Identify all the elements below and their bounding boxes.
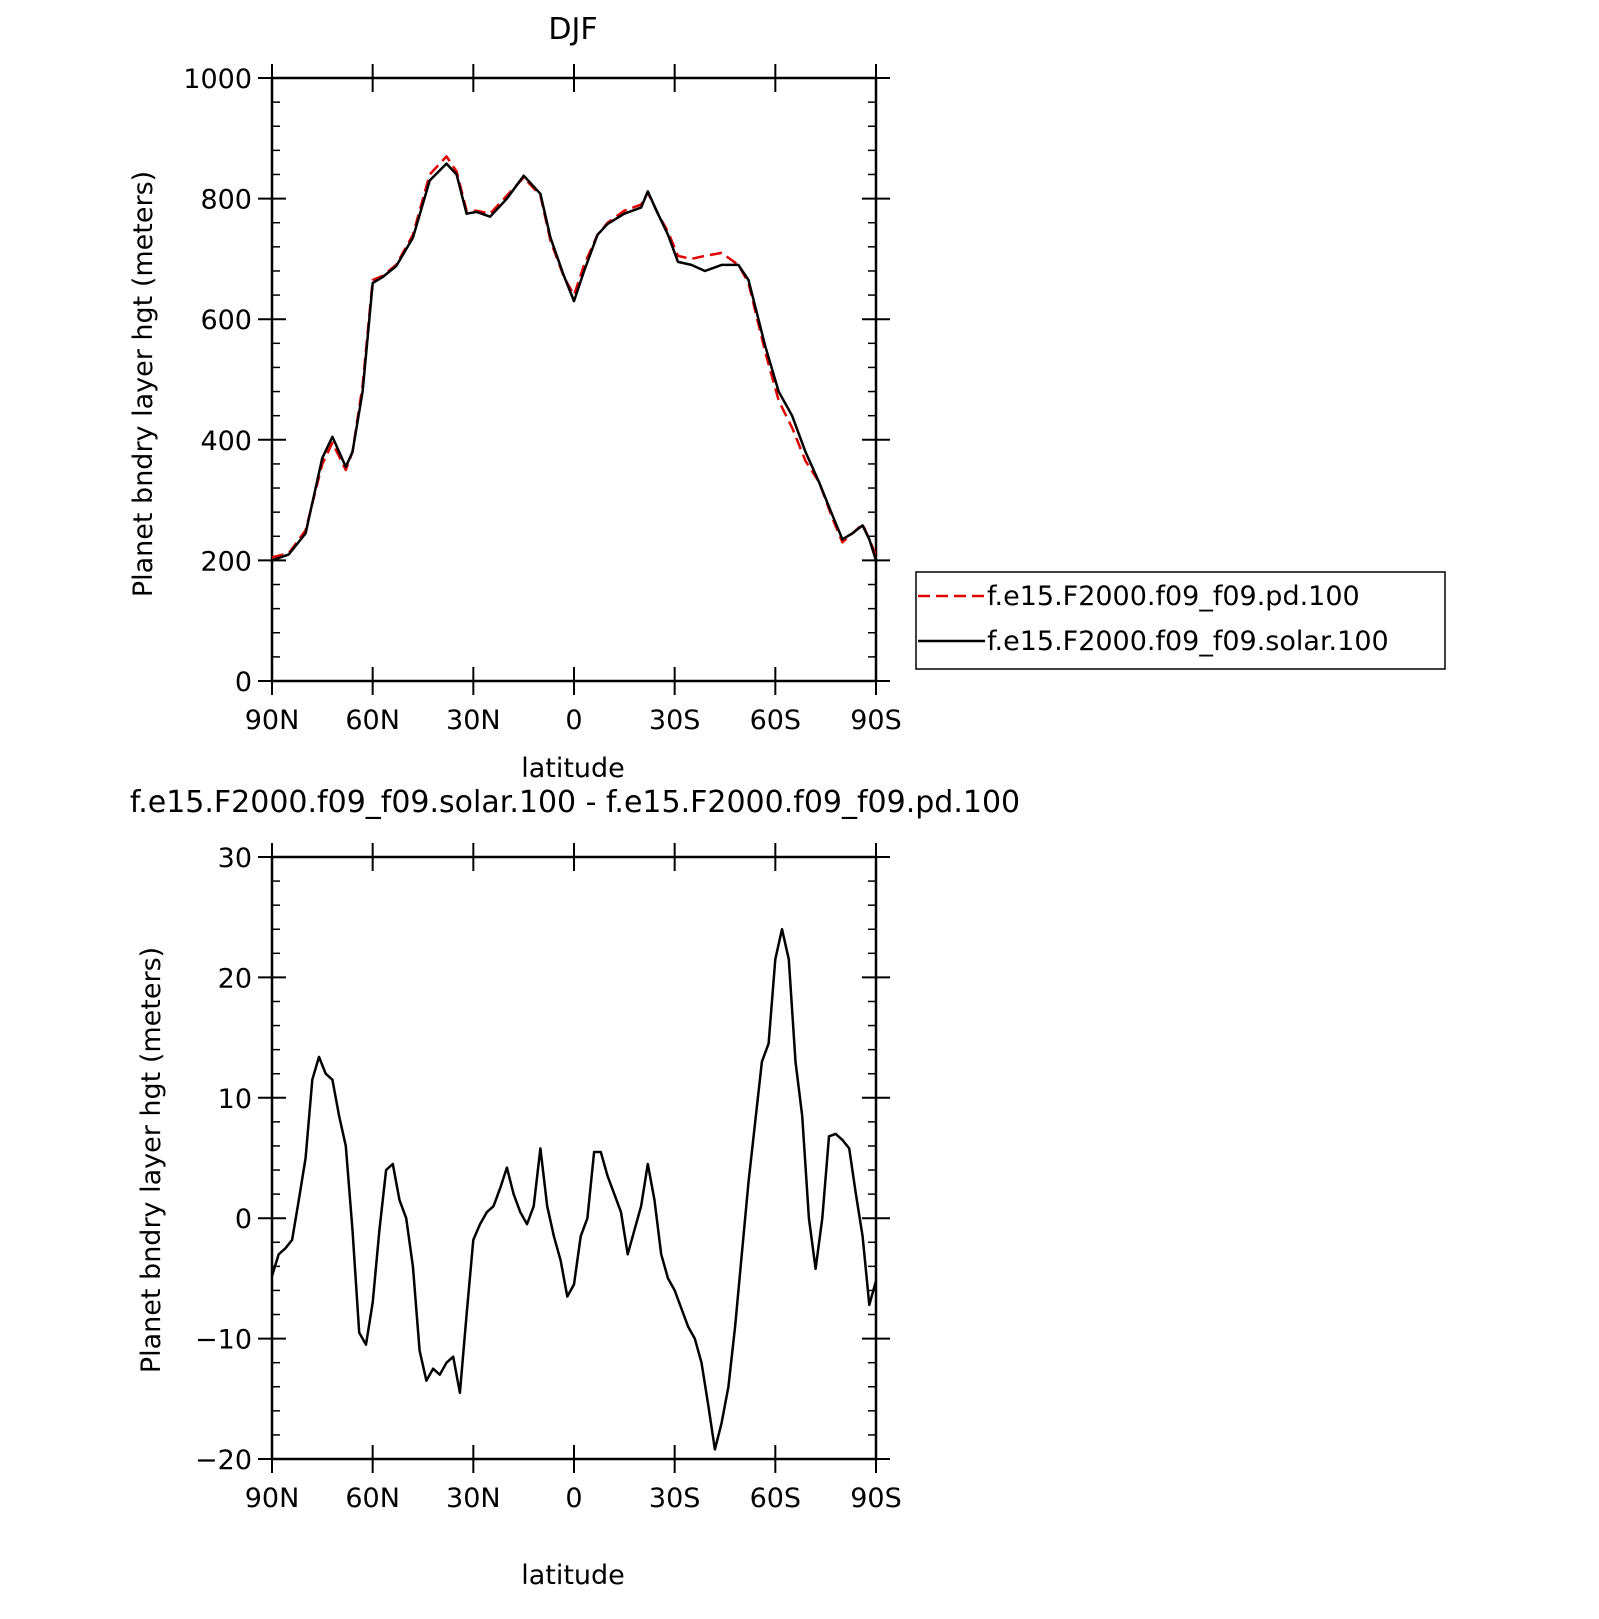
- y-tick-label: 400: [200, 426, 252, 457]
- series-line-0: [270, 927, 878, 1451]
- x-tick-label: 90S: [850, 1483, 902, 1514]
- y-tick-label: −20: [195, 1445, 252, 1476]
- x-tick-label: 30N: [446, 1483, 501, 1514]
- difference-chart-title: f.e15.F2000.f09_f09.solar.100 - f.e15.F2…: [130, 785, 1020, 820]
- x-tick-label: 0: [565, 705, 582, 736]
- series-line-pd: [271, 155, 878, 559]
- x-tick-label: 90N: [245, 1483, 300, 1514]
- x-axis-label: latitude: [521, 753, 625, 784]
- x-tick-label: 90S: [850, 705, 902, 736]
- series-line-solar: [271, 162, 878, 562]
- y-tick-label: 0: [235, 667, 252, 698]
- y-tick-label: 200: [200, 546, 252, 577]
- legend-box: [915, 571, 1446, 670]
- difference-line-chart: f.e15.F2000.f09_f09.solar.100 - f.e15.F2…: [130, 785, 1020, 1591]
- djf-line-chart: DJF 0 200 400 600 800 1000 90N 60N 30N 0 30S 60S 90S…: [128, 12, 902, 784]
- y-tick-label: 1000: [183, 64, 252, 95]
- y-tick-label: 800: [200, 185, 252, 216]
- x-tick-label: 60N: [345, 705, 400, 736]
- y-axis-label: Planet bndry layer hgt (meters): [136, 947, 167, 1373]
- y-tick-label: 600: [200, 305, 252, 336]
- y-tick-label: 10: [218, 1084, 252, 1115]
- x-tick-label: 30N: [446, 705, 501, 736]
- y-tick-label: 20: [218, 963, 252, 994]
- legend-label-solar: f.e15.F2000.f09_f09.solar.100: [987, 626, 1389, 657]
- legend-label-pd: f.e15.F2000.f09_f09.pd.100: [987, 581, 1360, 612]
- x-tick-label: 60S: [750, 1483, 802, 1514]
- chart-title: DJF: [548, 12, 597, 47]
- x-tick-label: 30S: [649, 705, 701, 736]
- x-tick-label: 90N: [245, 705, 300, 736]
- x-tick-label: 30S: [649, 1483, 701, 1514]
- x-axis-label: latitude: [521, 1560, 625, 1591]
- legend: f.e15.F2000.f09_f09.pd.100 f.e15.F2000.f…: [915, 571, 1446, 670]
- y-tick-label: 30: [218, 843, 252, 874]
- x-tick-label: 60N: [345, 1483, 400, 1514]
- y-tick-label: 0: [235, 1204, 252, 1235]
- y-axis-label: Planet bndry layer hgt (meters): [128, 171, 159, 597]
- x-tick-label: 0: [565, 1483, 582, 1514]
- y-tick-label: −10: [195, 1325, 252, 1356]
- x-tick-label: 60S: [750, 705, 802, 736]
